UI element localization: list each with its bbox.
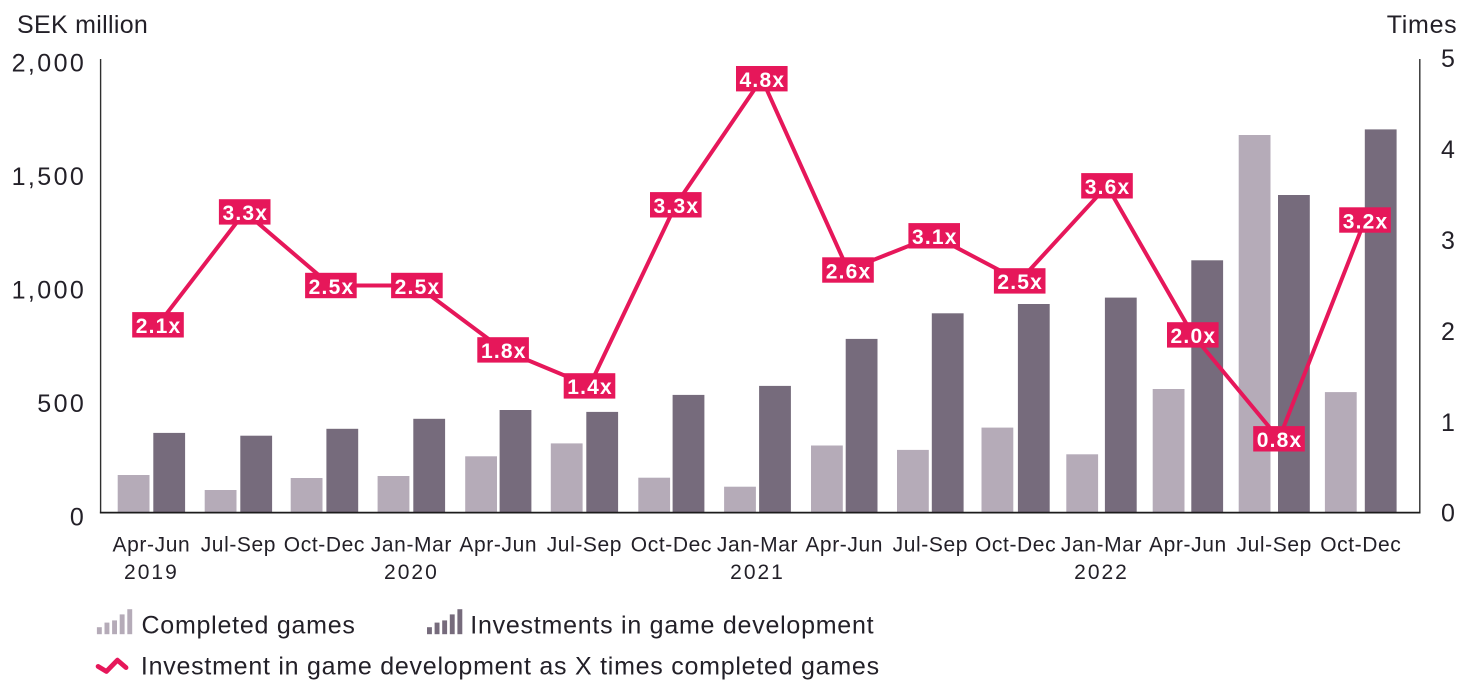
svg-text:0: 0 bbox=[70, 504, 86, 532]
svg-text:Apr-Jun: Apr-Jun bbox=[805, 534, 883, 557]
svg-text:0.8x: 0.8x bbox=[1257, 429, 1303, 452]
svg-text:2020: 2020 bbox=[384, 561, 439, 584]
svg-text:Jan-Mar: Jan-Mar bbox=[1061, 534, 1142, 557]
svg-text:2022: 2022 bbox=[1074, 561, 1129, 584]
svg-text:3.6x: 3.6x bbox=[1085, 176, 1131, 199]
svg-text:3.3x: 3.3x bbox=[222, 202, 268, 225]
svg-text:Times: Times bbox=[1387, 11, 1458, 39]
svg-text:Jul-Sep: Jul-Sep bbox=[547, 534, 622, 557]
svg-text:4.8x: 4.8x bbox=[740, 69, 786, 92]
svg-text:Oct-Dec: Oct-Dec bbox=[284, 534, 365, 557]
svg-text:2.5x: 2.5x bbox=[997, 271, 1043, 294]
svg-text:Investments in game developmen: Investments in game development bbox=[470, 612, 874, 640]
svg-text:Apr-Jun: Apr-Jun bbox=[113, 534, 191, 557]
svg-text:Apr-Jun: Apr-Jun bbox=[459, 534, 537, 557]
svg-text:0: 0 bbox=[1441, 500, 1455, 528]
svg-text:1: 1 bbox=[1441, 409, 1455, 437]
svg-text:2019: 2019 bbox=[124, 561, 179, 584]
svg-text:4: 4 bbox=[1441, 136, 1455, 164]
svg-text:2.1x: 2.1x bbox=[136, 315, 182, 338]
svg-text:3.1x: 3.1x bbox=[912, 226, 958, 249]
svg-text:1,000: 1,000 bbox=[12, 277, 87, 305]
svg-text:Jul-Sep: Jul-Sep bbox=[893, 534, 968, 557]
svg-text:3.3x: 3.3x bbox=[654, 195, 700, 218]
svg-text:SEK million: SEK million bbox=[17, 11, 148, 39]
svg-text:1,500: 1,500 bbox=[12, 163, 87, 191]
svg-text:2: 2 bbox=[1441, 318, 1455, 346]
svg-text:2.5x: 2.5x bbox=[309, 276, 355, 299]
svg-text:Oct-Dec: Oct-Dec bbox=[1320, 534, 1401, 557]
svg-text:1.8x: 1.8x bbox=[481, 340, 527, 363]
svg-text:2021: 2021 bbox=[730, 561, 785, 584]
svg-text:2.5x: 2.5x bbox=[395, 276, 441, 299]
svg-text:3.2x: 3.2x bbox=[1343, 210, 1389, 233]
svg-text:500: 500 bbox=[37, 390, 86, 418]
svg-text:2,000: 2,000 bbox=[12, 50, 87, 78]
svg-text:3: 3 bbox=[1441, 227, 1455, 255]
svg-text:1.4x: 1.4x bbox=[567, 376, 613, 399]
svg-text:Jul-Sep: Jul-Sep bbox=[201, 534, 276, 557]
svg-text:5: 5 bbox=[1441, 45, 1455, 73]
svg-text:Investment in game development: Investment in game development as X time… bbox=[141, 653, 880, 681]
svg-text:Oct-Dec: Oct-Dec bbox=[631, 534, 712, 557]
svg-text:Apr-Jun: Apr-Jun bbox=[1149, 534, 1227, 557]
svg-text:Oct-Dec: Oct-Dec bbox=[975, 534, 1056, 557]
svg-text:Completed games: Completed games bbox=[142, 612, 356, 640]
svg-text:Jul-Sep: Jul-Sep bbox=[1236, 534, 1311, 557]
svg-text:Jan-Mar: Jan-Mar bbox=[717, 534, 798, 557]
svg-text:2.0x: 2.0x bbox=[1171, 325, 1217, 348]
svg-text:2.6x: 2.6x bbox=[826, 260, 872, 283]
svg-text:Jan-Mar: Jan-Mar bbox=[371, 534, 452, 557]
